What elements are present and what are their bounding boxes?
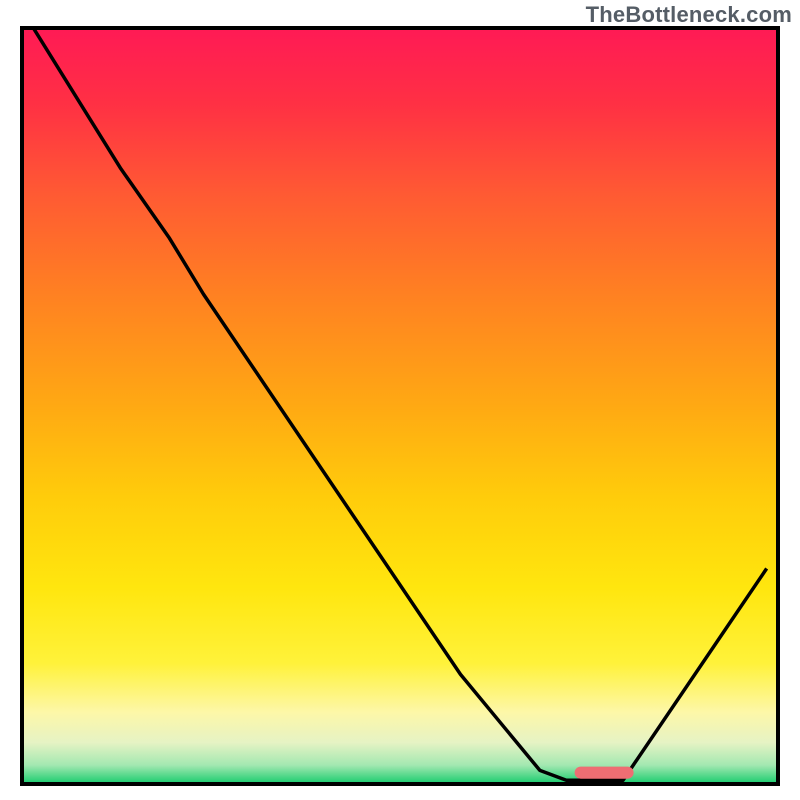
gradient-background [22, 28, 778, 784]
optimal-marker [575, 767, 634, 779]
plot-area [22, 28, 778, 784]
chart-frame: TheBottleneck.com [0, 0, 800, 800]
watermark-text: TheBottleneck.com [586, 2, 792, 28]
chart-svg [0, 0, 800, 800]
